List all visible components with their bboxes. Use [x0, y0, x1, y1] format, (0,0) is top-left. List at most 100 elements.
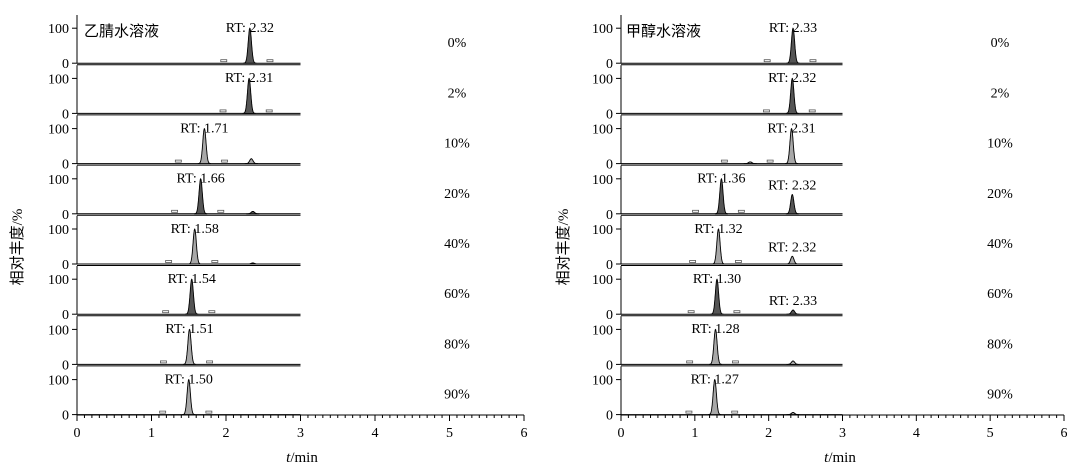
y-tick-label: 100: [48, 273, 69, 288]
x-tick-label: 4: [913, 426, 920, 441]
y-tick-label: 0: [606, 358, 613, 373]
x-tick-label: 0: [74, 426, 81, 441]
rt-label: RT: 1.58: [171, 222, 219, 237]
x-axis-title-unit: /min: [828, 450, 856, 465]
rt-label: RT: 1.30: [693, 272, 741, 287]
y-tick-label: 0: [606, 409, 613, 424]
y-axis-title-left: 相对丰度/%: [9, 209, 26, 286]
baseline-marker: [221, 159, 228, 163]
series-percent-label: 80%: [987, 337, 1013, 352]
y-axis-title-right: 相对丰度/%: [555, 209, 572, 286]
baseline-marker: [162, 310, 170, 314]
y-tick-label: 0: [606, 208, 613, 223]
y-tick-label: 100: [48, 173, 69, 188]
rt-label: RT: 2.33: [769, 21, 817, 36]
panel-title: 乙腈水溶液: [84, 23, 159, 40]
x-axis-title-var: t: [286, 450, 291, 465]
baseline-marker: [219, 109, 227, 113]
chromatogram-peak: [786, 360, 800, 365]
chromatogram-peak: [709, 328, 722, 365]
baseline-marker: [165, 260, 173, 263]
x-tick-label: 3: [297, 426, 304, 441]
baseline-marker: [763, 109, 770, 113]
rt-label: RT: 1.66: [177, 172, 225, 187]
baseline-marker: [266, 59, 274, 63]
baseline-marker: [720, 159, 728, 163]
y-tick-label: 100: [48, 123, 69, 138]
x-tick-label: 6: [1061, 426, 1067, 441]
chromatogram-peak: [714, 178, 728, 215]
series-percent-label: 60%: [987, 287, 1013, 302]
baseline-marker: [171, 209, 178, 213]
series-percent-label: 60%: [444, 287, 470, 302]
chromatogram-peak: [182, 378, 196, 416]
series-percent-label: 90%: [987, 388, 1013, 403]
y-tick-label: 0: [606, 158, 613, 173]
chromatogram-peak: [743, 161, 757, 165]
baseline-marker: [808, 109, 816, 113]
x-tick-label: 5: [987, 426, 994, 441]
baseline-marker: [737, 209, 745, 213]
baseline-marker: [809, 59, 817, 63]
x-tick-label: 5: [446, 426, 453, 441]
y-tick-label: 0: [62, 107, 69, 122]
baseline-marker: [205, 410, 213, 414]
baseline-marker: [733, 310, 741, 314]
y-tick-label: 0: [606, 107, 613, 122]
x-axis-title-unit: /min: [290, 450, 318, 465]
rt-label: RT: 1.36: [697, 172, 745, 187]
rt-label-secondary: RT: 2.32: [768, 240, 816, 255]
rt-label: RT: 1.51: [165, 322, 213, 337]
y-tick-label: 100: [592, 173, 613, 188]
baseline-marker: [692, 209, 699, 213]
series-percent-label: 90%: [444, 388, 470, 403]
x-tick-label: 3: [839, 426, 846, 441]
chromatogram-peak: [708, 378, 722, 416]
chromatogram-peak: [244, 158, 258, 165]
rt-label: RT: 2.32: [226, 21, 274, 36]
baseline-marker: [687, 310, 695, 314]
y-tick-label: 100: [48, 72, 69, 87]
baseline-marker: [766, 159, 774, 163]
chromatogram-peak: [246, 262, 260, 265]
x-tick-label: 0: [618, 426, 625, 441]
series-percent-label: 40%: [444, 237, 470, 252]
series-percent-label: 20%: [987, 187, 1013, 202]
chromatogram-peak: [786, 27, 800, 64]
series-percent-label: 10%: [444, 137, 470, 152]
baseline-marker: [159, 410, 167, 414]
baseline-marker: [160, 360, 167, 364]
y-tick-label: 0: [606, 57, 613, 72]
chromatogram-peak: [188, 228, 202, 265]
rt-label: RT: 2.32: [768, 71, 816, 86]
series-percent-label: 40%: [987, 237, 1013, 252]
rt-label: RT: 1.27: [691, 372, 739, 387]
baseline-marker: [208, 310, 216, 314]
baseline-marker: [220, 59, 228, 63]
y-tick-label: 0: [606, 258, 613, 273]
baseline-marker: [174, 159, 182, 163]
series-percent-label: 10%: [987, 137, 1013, 152]
y-tick-label: 0: [62, 258, 69, 273]
y-tick-label: 0: [62, 57, 69, 72]
rt-label-secondary: RT: 2.32: [768, 179, 816, 194]
series-percent-label: 2%: [448, 86, 467, 101]
chromatogram-peak: [246, 210, 260, 215]
chromatogram-peak: [786, 412, 800, 416]
baseline-marker: [689, 260, 697, 263]
baseline-marker: [731, 410, 739, 414]
baseline-marker: [734, 260, 742, 263]
chromatogram-peak: [786, 309, 800, 315]
y-tick-label: 100: [592, 223, 613, 238]
y-tick-label: 100: [592, 374, 613, 389]
series-percent-label: 2%: [991, 86, 1010, 101]
y-tick-label: 0: [62, 358, 69, 373]
chromatogram-peak: [785, 194, 799, 215]
y-tick-label: 100: [48, 22, 69, 37]
rt-label: RT: 1.28: [691, 322, 739, 337]
x-tick-label: 1: [691, 426, 698, 441]
chromatogram-peak: [710, 278, 724, 315]
series-percent-label: 0%: [991, 36, 1010, 51]
y-tick-label: 100: [592, 123, 613, 138]
